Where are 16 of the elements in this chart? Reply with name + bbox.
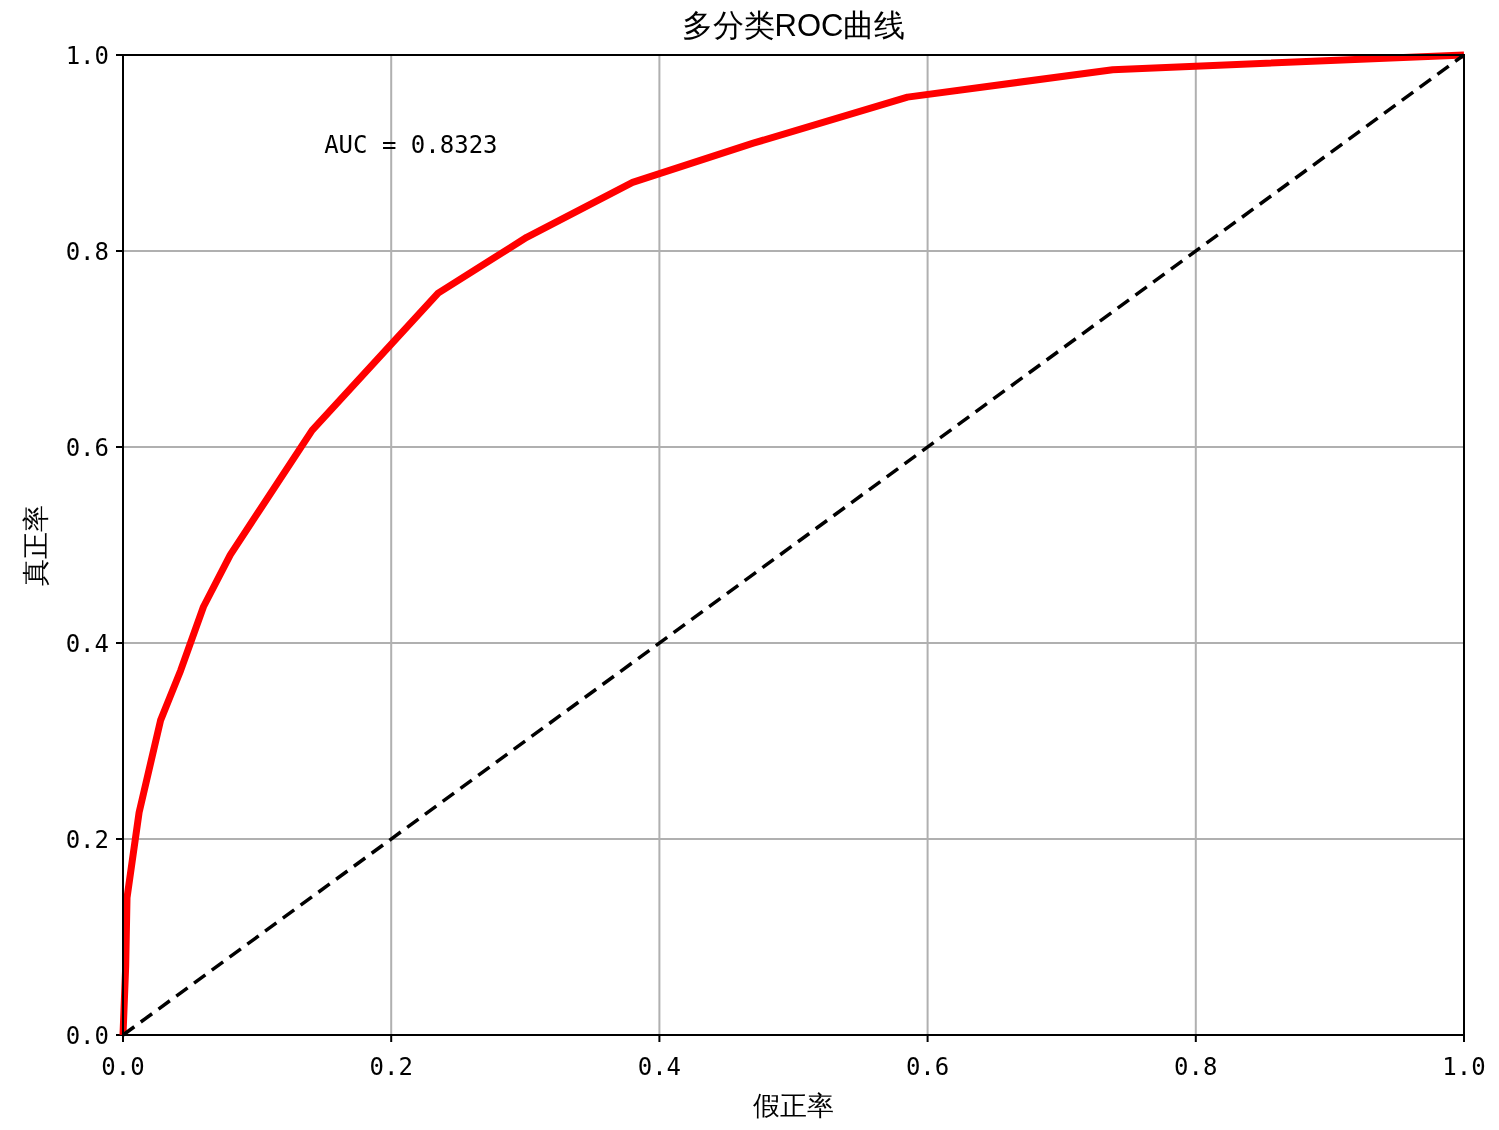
x-tick-label: 1.0	[1442, 1053, 1486, 1081]
x-tick-label: 0.8	[1174, 1053, 1218, 1081]
annotation: AUC = 0.8323	[324, 131, 498, 159]
x-axis-title: 假正率	[753, 1091, 834, 1121]
x-tick-label: 0.4	[637, 1053, 682, 1081]
y-tick-label: 0.2	[65, 826, 109, 854]
y-tick-label: 0.6	[65, 434, 109, 462]
y-tick-label: 0.4	[65, 630, 109, 658]
y-tick-label: 0.8	[65, 238, 109, 266]
x-tick-label: 0.6	[905, 1053, 950, 1081]
x-tick-label: 0.2	[369, 1053, 413, 1081]
chart-title: 多分类ROC曲线	[681, 8, 906, 43]
y-axis-title: 真正率	[21, 504, 51, 586]
y-tick-label: 1.0	[65, 42, 109, 70]
y-tick-label: 0.0	[65, 1022, 109, 1050]
x-tick-label: 0.0	[101, 1053, 145, 1081]
